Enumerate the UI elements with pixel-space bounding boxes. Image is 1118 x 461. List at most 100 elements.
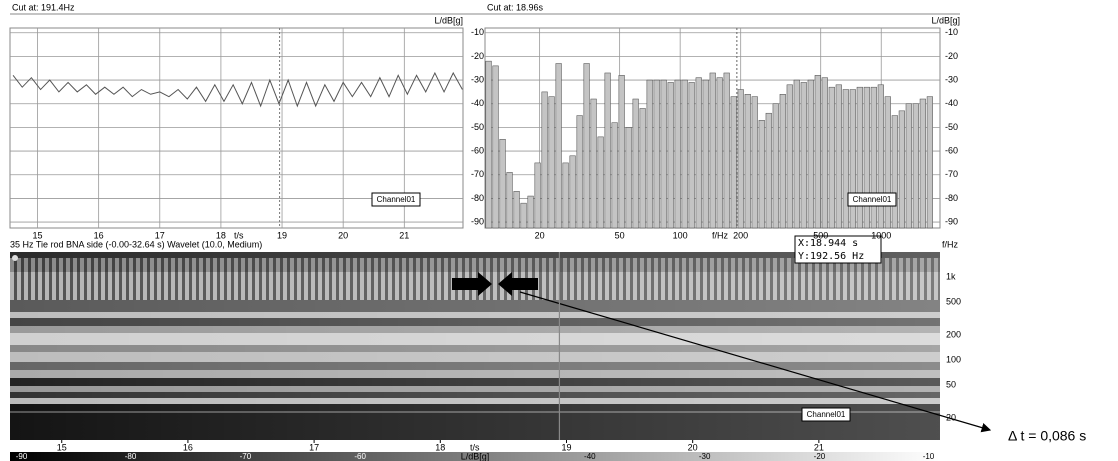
analysis-screen: Δ t = 0,086 s X:18.944 s Y:192.56 Hz Cut… [0,0,1118,461]
bar [675,80,681,228]
y-tick-label: -10 [471,27,484,37]
x-tick-label: 1000 [871,230,891,240]
bar [759,120,765,228]
bar [829,87,835,228]
x-tick-label: 20 [688,442,698,452]
x-tick-label: 20 [338,230,348,240]
y-tick-label: -80 [945,193,958,203]
colorbar-label: L/dB[g] [461,451,490,461]
bar [528,196,534,228]
y-tick-label: -70 [471,169,484,179]
bar [619,75,625,228]
cursor-readout: X:18.944 s Y:192.56 Hz [795,236,881,263]
bar [710,73,716,228]
y-tick-label: 500 [946,296,961,306]
bar [577,116,583,228]
bar [906,104,912,228]
y-tick-label: 20 [946,412,956,422]
x-tick-label: 100 [673,230,688,240]
bar [724,73,730,228]
panel-title: Cut at: 191.4Hz [12,2,75,12]
colorbar-tick-label: -10 [923,452,935,461]
bar [731,97,737,228]
bar [612,123,618,228]
x-tick-label: 16 [183,442,193,452]
bar [507,172,513,228]
colorbar-tick-label: -70 [240,452,252,461]
bar [703,80,709,228]
y-tick-label: -40 [471,98,484,108]
y-axis-label: L/dB[g] [434,15,463,25]
bar [794,80,800,228]
bar [864,87,870,228]
bar [766,113,772,228]
y-tick-label: -30 [945,74,958,84]
legend-label: Channel01 [853,195,892,204]
y-tick-label: -40 [945,98,958,108]
bar [780,94,786,228]
bar [843,90,849,228]
y-tick-label: 200 [946,329,961,339]
x-tick-label: 18 [435,442,445,452]
bar [521,203,527,228]
bar [787,85,793,228]
bar [584,64,590,228]
x-tick-label: 21 [814,442,824,452]
bar [920,99,926,228]
panel-title: Cut at: 18.96s [487,2,544,12]
x-tick-label: 50 [615,230,625,240]
bar [633,99,639,228]
bar [899,111,905,228]
bar [822,78,828,228]
bar [773,104,779,228]
x-tick-label: 19 [277,230,287,240]
bar [745,94,751,228]
y-tick-label: -50 [471,122,484,132]
bar [661,80,667,228]
legend-label: Channel01 [807,410,846,419]
y-tick-label: -60 [945,145,958,155]
x-tick-label: 19 [561,442,571,452]
bar [696,78,702,228]
bar [892,116,898,228]
colorbar-tick-label: -40 [584,452,596,461]
x-tick-label: 500 [813,230,828,240]
annotation: Δ t = 0,086 s [1008,428,1086,444]
bar [640,108,646,228]
y-tick-label: 50 [946,379,956,389]
x-tick-label: 200 [733,230,748,240]
y-tick-label: -20 [945,51,958,61]
bar [535,163,541,228]
colorbar-tick-label: -90 [16,452,28,461]
bar [878,85,884,228]
bar [801,82,807,228]
bar [626,127,632,228]
y-axis-label: f/Hz [942,239,959,249]
bar [836,85,842,228]
bar [738,90,744,228]
x-tick-label: 17 [309,442,319,452]
y-tick-label: 1k [946,271,956,281]
bar [598,137,604,228]
bar [647,80,653,228]
y-tick-label: -60 [471,145,484,155]
y-tick-label: -90 [471,216,484,226]
bar [500,139,506,228]
colorbar-tick-label: -80 [125,452,137,461]
bar [549,97,555,228]
bar [668,82,674,228]
bar [605,73,611,228]
x-tick-label: 20 [535,230,545,240]
bar [927,97,933,228]
x-tick-label: 21 [399,230,409,240]
bar [542,92,548,228]
y-tick-label: -10 [945,27,958,37]
y-tick-label: -80 [471,193,484,203]
y-tick-label: -50 [945,122,958,132]
bar [682,80,688,228]
x-tick-label: 15 [57,442,67,452]
bar [563,163,569,228]
bar [808,80,814,228]
readout-y: Y:192.56 Hz [798,251,864,262]
bar [850,90,856,228]
